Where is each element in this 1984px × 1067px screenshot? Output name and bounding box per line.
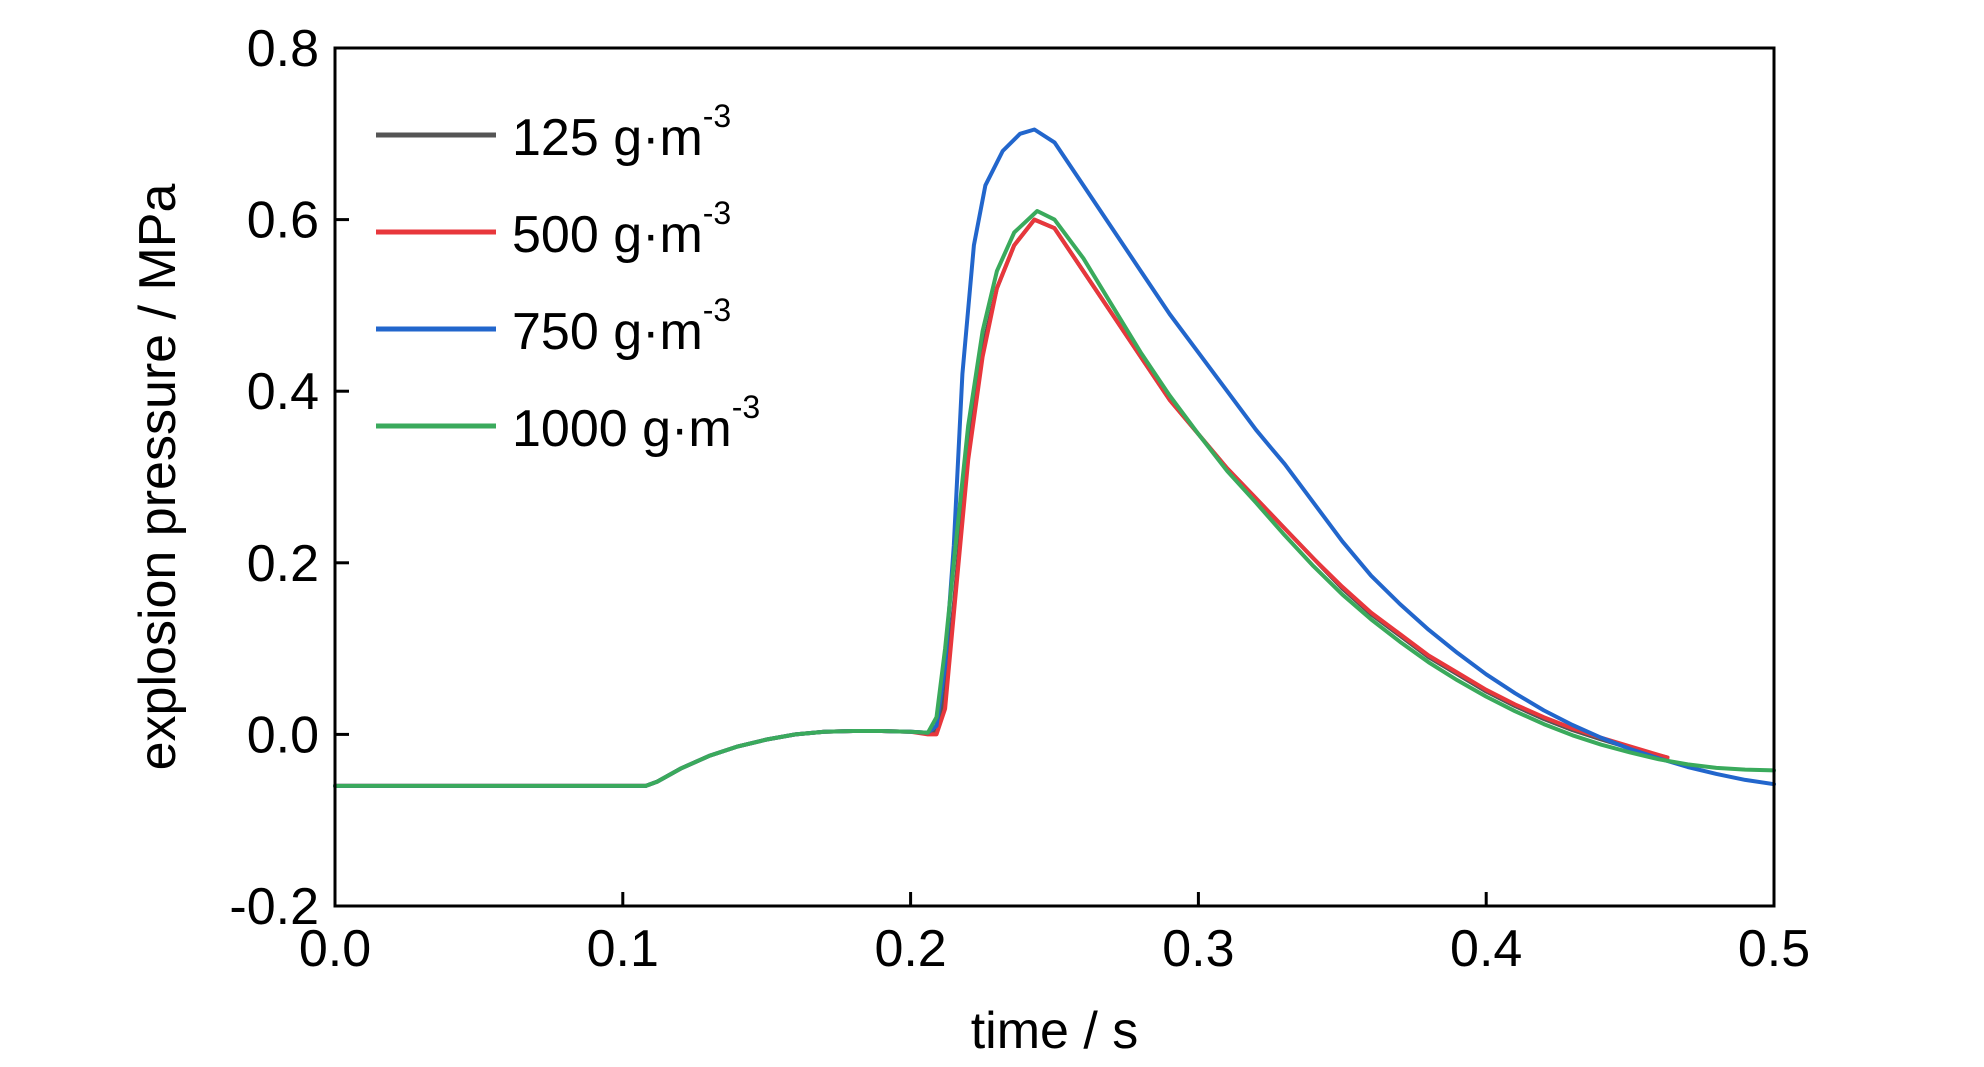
legend-label-4: 1000 g·m-3 [512,389,760,458]
plot-frame [333,46,1776,908]
x-tick-label: 0.4 [1450,920,1522,978]
legend-label-superscript: -3 [703,98,731,134]
y-tick-label: 0.0 [247,706,319,764]
y-tick-label: 0.4 [247,363,319,421]
y-tick-label: 0.6 [247,192,319,250]
x-tick-label: 0.5 [1738,920,1810,978]
series-layer [333,127,1776,788]
y-axis-label: explosion pressure / MPa [129,184,187,771]
legend-label-superscript: -3 [732,389,760,425]
x-tick-label: 0.0 [299,920,371,978]
legend-label-text: 750 g·m [512,303,703,361]
tick-layer: 0.0 0.1 0.2 0.3 0.4 0.5-0.20.00.20.40.60.8 [229,20,1810,978]
y-tick-label: 0.8 [247,20,319,78]
x-tick-label: 0.3 [1162,920,1234,978]
legend-label-text: 500 g·m [512,206,703,264]
x-axis-label: time / s [971,1002,1139,1060]
legend-label-superscript: -3 [703,195,731,231]
y-tick-label: -0.2 [229,878,319,936]
x-tick-label: 0.1 [587,920,659,978]
legend-label-superscript: -3 [703,292,731,328]
y-tick-label: 0.2 [247,535,319,593]
legend-label-3: 750 g·m-3 [512,292,731,361]
legend-label-text: 125 g·m [512,109,703,167]
legend-label-2: 500 g·m-3 [512,195,731,264]
legend-label-text: 1000 g·m [512,400,732,458]
series-line-4 [333,209,1776,788]
legend-label-1: 125 g·m-3 [512,98,731,167]
x-tick-label: 0.2 [874,920,946,978]
